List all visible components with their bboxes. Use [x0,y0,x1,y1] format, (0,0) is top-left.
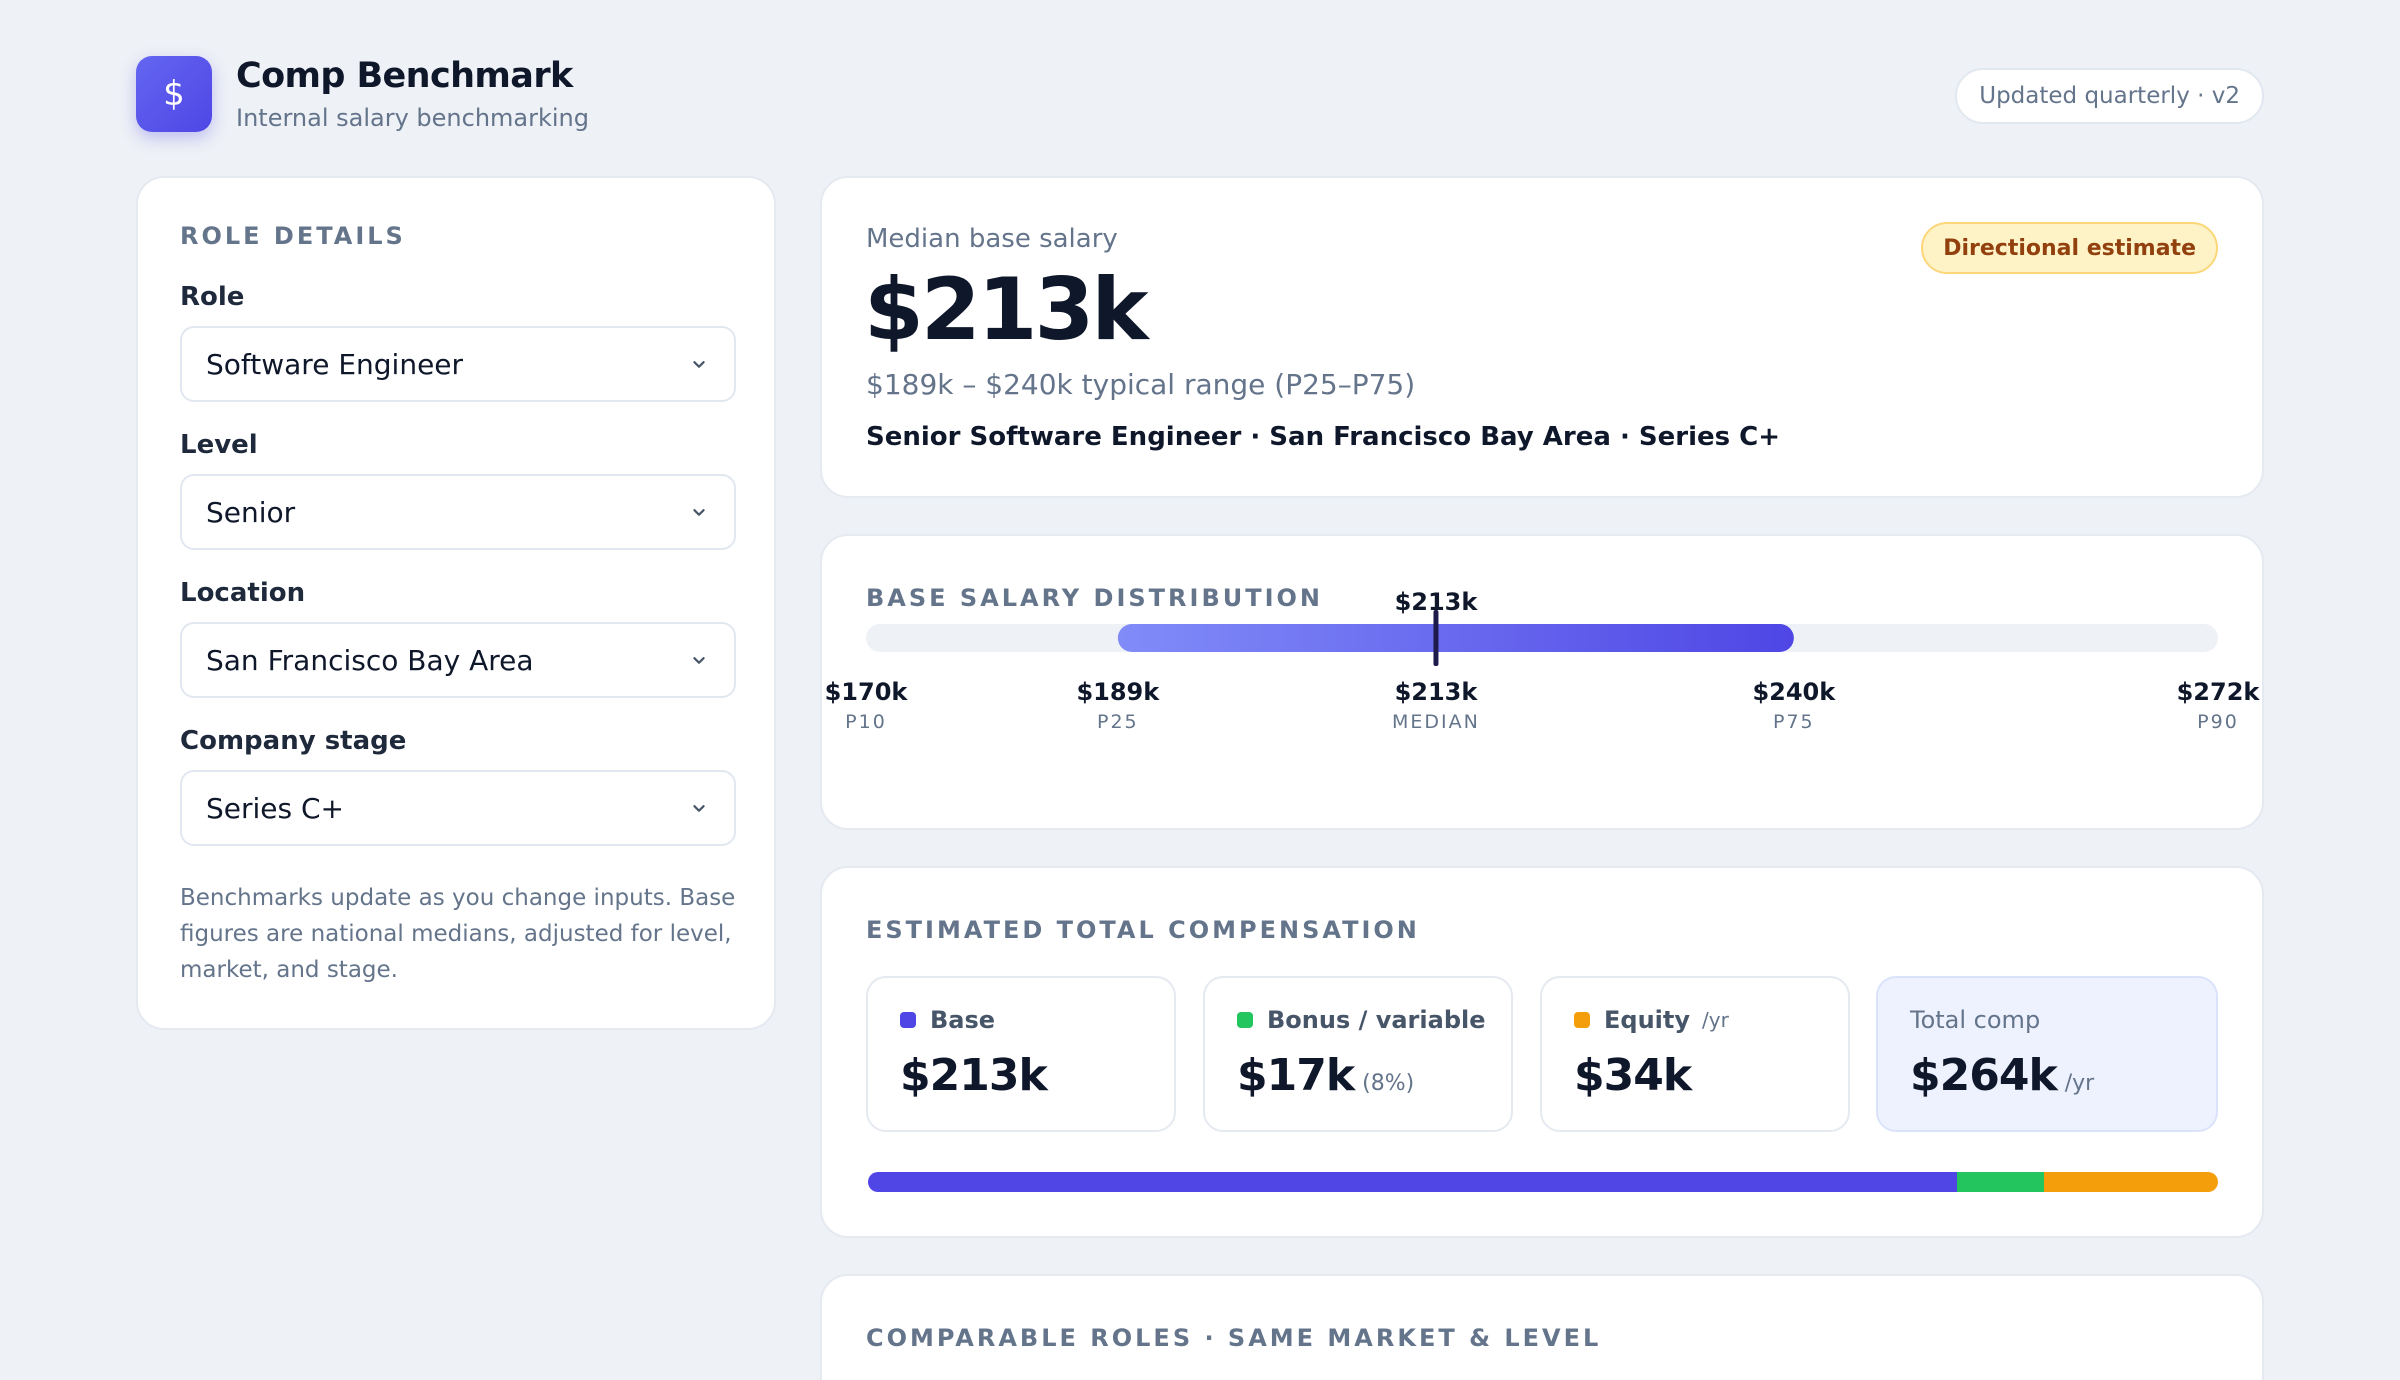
equity-unit: /yr [1702,1008,1729,1032]
comp-breakdown-bar [868,1172,2218,1192]
equity-tile: Equity /yr $34k [1540,976,1850,1132]
level-select[interactable]: Senior [180,474,736,550]
bonus-segment [1957,1172,2045,1192]
bonus-label: Bonus / variable [1267,1006,1486,1034]
base-amount: $213k [900,1050,1048,1101]
salary-distribution-card: BASE SALARY DISTRIBUTION $213k $170k P10 $1… [820,534,2264,830]
role-details-panel: ROLE DETAILS Role Software Engineer Leve… [136,176,776,1030]
version-badge: Updated quarterly · v2 [1955,68,2264,124]
base-tile: Base $213k [866,976,1176,1132]
base-label: Base [930,1006,996,1034]
bonus-tile-head: Bonus / variable [1237,1006,1486,1034]
location-select[interactable]: San Francisco Bay Area [180,622,736,698]
interquartile-range-bar [1117,624,1794,652]
equity-value: $34k [1574,1050,1692,1101]
selection-context: Senior Software Engineer · San Francisco… [866,422,1781,452]
total-unit: /yr [2064,1071,2095,1096]
percentile-value-p90: $272k [2177,678,2261,706]
level-label: Level [180,430,258,460]
total-tile-head: Total comp [1910,1006,2040,1034]
total-compensation-card: ESTIMATED TOTAL COMPENSATION Base $213k … [820,866,2264,1238]
median-marker-label: $213k [1395,588,1479,616]
chevron-down-icon [693,361,705,368]
median-salary-card: Median base salary $213k $189k – $240k t… [820,176,2264,498]
distribution-heading: BASE SALARY DISTRIBUTION [866,584,1324,612]
role-label: Role [180,282,245,312]
median-marker [1433,610,1439,666]
total-comp-heading: ESTIMATED TOTAL COMPENSATION [866,916,1420,944]
equity-segment [2044,1172,2218,1192]
chevron-down-icon [693,657,705,664]
base-color-dot [900,1012,916,1028]
app-title: Comp Benchmark [236,56,573,96]
bonus-percent: (8%) [1362,1071,1415,1096]
base-segment [868,1172,1958,1192]
company-stage-select[interactable]: Series C+ [180,770,736,846]
total-label: Total comp [1910,1006,2041,1034]
directional-estimate-badge: Directional estimate [1921,222,2218,274]
percentile-label-p90: P90 [2197,711,2239,733]
comparable-roles-card: COMPARABLE ROLES · SAME MARKET & LEVEL [820,1274,2264,1380]
distribution-chart: $213k $170k P10 $189k P25 $213k MEDIAN $240k P75… [825,588,2261,733]
percentile-value-p75: $240k [1752,678,1836,706]
level-select-value: Senior [206,495,296,529]
equity-amount: $34k [1574,1050,1692,1101]
base-tile-head: Base [900,1006,995,1034]
percentile-value-p10: $170k [825,678,909,706]
bonus-tile: Bonus / variable $17k (8%) [1203,976,1513,1132]
percentile-label-p10: P10 [845,711,887,733]
equity-tile-head: Equity /yr [1574,1006,1729,1034]
role-select-value: Software Engineer [206,347,464,381]
median-label: Median base salary [866,224,1118,254]
typical-range: $189k – $240k typical range (P25–P75) [866,368,1416,401]
percentile-value-p25: $189k [1076,678,1160,706]
percentile-label-median: MEDIAN [1392,711,1480,733]
help-text: Benchmarks update as you change inputs. … [180,885,736,983]
app-subtitle: Internal salary benchmarking [236,104,589,132]
bonus-value: $17k (8%) [1237,1050,1414,1101]
company-stage-label: Company stage [180,726,407,756]
comparable-roles-heading: COMPARABLE ROLES · SAME MARKET & LEVEL [866,1324,1602,1352]
median-value: $213k [864,260,1149,360]
app-header: $ Comp Benchmark Internal salary benchma… [136,56,2264,134]
equity-color-dot [1574,1012,1590,1028]
chevron-down-icon [693,509,705,516]
percentile-label-p25: P25 [1097,711,1139,733]
location-select-value: San Francisco Bay Area [206,643,534,677]
company-stage-select-value: Series C+ [206,791,345,825]
bonus-amount: $17k [1237,1050,1355,1101]
total-value: $264k/yr [1910,1050,2094,1101]
role-details-heading: ROLE DETAILS [180,222,406,250]
equity-label: Equity [1604,1006,1691,1034]
role-select[interactable]: Software Engineer [180,326,736,402]
total-comp-tile: Total comp $264k/yr [1876,976,2218,1132]
chevron-down-icon [693,805,705,812]
bonus-color-dot [1237,1012,1253,1028]
dollar-logo-icon: $ [136,56,212,132]
percentile-label-p75: P75 [1773,711,1815,733]
total-amount: $264k [1910,1050,2058,1101]
percentile-value-median: $213k [1395,678,1479,706]
base-value: $213k [900,1050,1048,1101]
location-label: Location [180,578,306,608]
